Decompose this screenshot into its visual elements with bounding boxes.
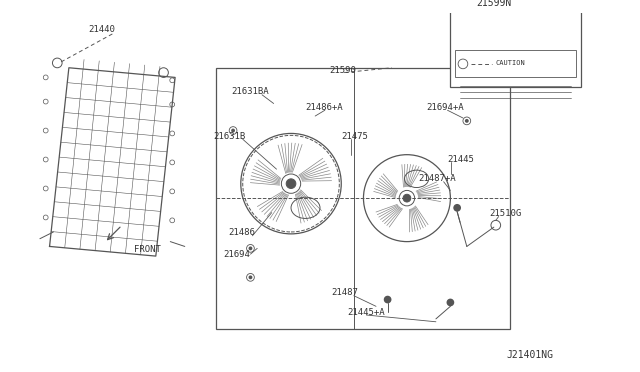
Circle shape xyxy=(282,174,301,193)
Text: FRONT: FRONT xyxy=(134,245,161,254)
Text: 21487+A: 21487+A xyxy=(419,174,456,183)
Text: 21486: 21486 xyxy=(228,228,255,237)
Bar xyxy=(451,10,580,87)
Text: 21694+A: 21694+A xyxy=(426,103,464,112)
Text: 21440: 21440 xyxy=(88,25,115,33)
Circle shape xyxy=(453,204,461,212)
Text: 21445: 21445 xyxy=(447,155,474,164)
Text: 21445+A: 21445+A xyxy=(347,308,385,317)
Circle shape xyxy=(231,129,235,132)
Circle shape xyxy=(246,273,254,281)
Circle shape xyxy=(248,275,252,279)
Circle shape xyxy=(248,246,252,250)
Text: 21631B: 21631B xyxy=(214,132,246,141)
Circle shape xyxy=(465,119,468,123)
Text: 21631BA: 21631BA xyxy=(231,87,269,96)
Circle shape xyxy=(229,127,237,134)
Text: 21486+A: 21486+A xyxy=(305,103,343,112)
Text: 21590: 21590 xyxy=(330,66,356,75)
Circle shape xyxy=(384,296,392,304)
Text: 21599N: 21599N xyxy=(476,0,511,8)
Circle shape xyxy=(399,190,415,206)
Circle shape xyxy=(463,117,470,125)
Text: 21475: 21475 xyxy=(341,132,368,141)
Circle shape xyxy=(246,244,254,252)
Text: J21401NG: J21401NG xyxy=(507,350,554,360)
Circle shape xyxy=(286,179,296,189)
Circle shape xyxy=(403,194,411,202)
Bar xyxy=(455,50,576,77)
Bar xyxy=(216,68,510,328)
Text: CAUTION: CAUTION xyxy=(496,60,525,66)
Text: 21694: 21694 xyxy=(223,250,250,259)
Text: 21487: 21487 xyxy=(332,288,358,297)
Circle shape xyxy=(447,299,454,306)
Text: 21510G: 21510G xyxy=(489,209,521,218)
